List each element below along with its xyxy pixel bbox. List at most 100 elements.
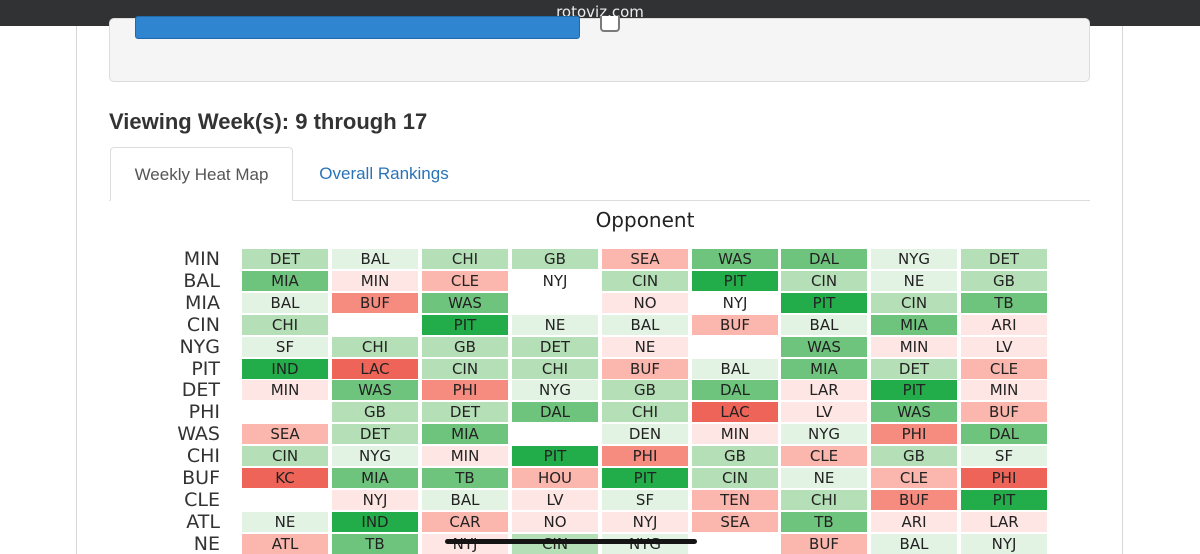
- heatmap-cell: NYG: [512, 380, 598, 400]
- heatmap-cell: BUF: [871, 490, 957, 510]
- heatmap-cell: NYJ: [422, 534, 508, 554]
- team-label: BUF: [182, 467, 220, 489]
- heatmap-cell: CHI: [602, 402, 688, 422]
- heatmap-cell: PHI: [422, 380, 508, 400]
- heatmap-cell: LAR: [781, 380, 867, 400]
- heatmap-cell: GB: [961, 271, 1047, 291]
- heatmap-cell: MIN: [692, 424, 778, 444]
- heatmap-cell: NYJ: [961, 534, 1047, 554]
- heatmap-cell: NE: [602, 337, 688, 357]
- heatmap-cell: CLE: [961, 359, 1047, 379]
- heatmap-cell: NYJ: [332, 490, 418, 510]
- team-label: PIT: [191, 358, 220, 380]
- view-tabs: Weekly Heat Map Overall Rankings: [109, 147, 1090, 201]
- heatmap-cell: NE: [512, 315, 598, 335]
- heatmap-cell: MIA: [871, 315, 957, 335]
- heatmap-cell: BAL: [602, 315, 688, 335]
- heatmap-cell: DET: [512, 337, 598, 357]
- team-label: DET: [181, 379, 220, 401]
- heatmap-cell: PIT: [781, 293, 867, 313]
- heatmap-cell: PHI: [602, 446, 688, 466]
- heatmap-cell: BAL: [422, 490, 508, 510]
- heatmap-cell: LV: [961, 337, 1047, 357]
- heatmap-cell: CIN: [422, 359, 508, 379]
- heatmap-cell: DAL: [781, 249, 867, 269]
- heatmap-cell: SEA: [692, 512, 778, 532]
- heatmap-cell: WAS: [692, 249, 778, 269]
- heatmap-cell: PHI: [871, 424, 957, 444]
- heatmap-cell: CHI: [781, 490, 867, 510]
- heatmap-cell: [692, 534, 778, 554]
- scroll-indicator: [445, 539, 697, 544]
- heatmap-cell: DET: [961, 249, 1047, 269]
- heatmap-cell: CHI: [332, 337, 418, 357]
- heatmap-cell: [512, 293, 598, 313]
- team-label: CHI: [186, 445, 220, 467]
- heatmap-cell: TEN: [692, 490, 778, 510]
- heatmap-cell: MIA: [422, 424, 508, 444]
- heatmap-cell: NYG: [871, 249, 957, 269]
- heatmap-cell: TB: [961, 293, 1047, 313]
- heatmap-cell: SF: [242, 337, 328, 357]
- heatmap-cell: NYG: [781, 424, 867, 444]
- tab-weekly-heat-map[interactable]: Weekly Heat Map: [110, 147, 293, 201]
- heatmap-cell: CIN: [871, 293, 957, 313]
- heatmap-cell: ARI: [961, 315, 1047, 335]
- heatmap-cell: KC: [242, 468, 328, 488]
- checkbox[interactable]: [600, 16, 620, 32]
- heatmap-cell: [512, 424, 598, 444]
- heatmap-cell: MIA: [332, 468, 418, 488]
- heatmap-cell: NYJ: [692, 293, 778, 313]
- heatmap-cell: TB: [781, 512, 867, 532]
- heatmap-cell: PIT: [961, 490, 1047, 510]
- heatmap-cell: PIT: [692, 271, 778, 291]
- team-label: MIA: [185, 292, 220, 314]
- heatmap-cell: NYG: [332, 446, 418, 466]
- submit-button[interactable]: [135, 16, 580, 39]
- heatmap-cell: NYG: [602, 534, 688, 554]
- heatmap-cell: GB: [512, 249, 598, 269]
- heatmap-cell: GB: [871, 446, 957, 466]
- heatmap-cell: BAL: [332, 249, 418, 269]
- team-label: NE: [193, 533, 220, 554]
- heatmap-cell: MIN: [422, 446, 508, 466]
- team-label: WAS: [177, 423, 220, 445]
- page-border-right: [1122, 26, 1123, 554]
- heatmap-cell: ATL: [242, 534, 328, 554]
- heatmap-cell: IND: [242, 359, 328, 379]
- heatmap-cell: CLE: [871, 468, 957, 488]
- heatmap-cell: LAC: [332, 359, 418, 379]
- heatmap-cell: BAL: [692, 359, 778, 379]
- tab-overall-rankings[interactable]: Overall Rankings: [319, 164, 449, 183]
- heatmap-cell: DAL: [512, 402, 598, 422]
- heatmap-cell: CHI: [242, 315, 328, 335]
- heatmap-cell: CLE: [781, 446, 867, 466]
- heatmap-cell: BUF: [781, 534, 867, 554]
- heatmap-cell: NE: [242, 512, 328, 532]
- viewing-weeks-heading: Viewing Week(s): 9 through 17: [109, 109, 428, 134]
- heatmap-cell: NYJ: [602, 512, 688, 532]
- heatmap-cell: MIN: [871, 337, 957, 357]
- team-label: NYG: [179, 336, 220, 358]
- heatmap-cell: PHI: [961, 468, 1047, 488]
- heatmap-cell: BAL: [871, 534, 957, 554]
- heatmap-cell: PIT: [602, 468, 688, 488]
- heatmap-cell: GB: [602, 380, 688, 400]
- heatmap-cell: LAR: [961, 512, 1047, 532]
- heatmap-cell: HOU: [512, 468, 598, 488]
- heatmap-cell: NO: [602, 293, 688, 313]
- heatmap-cell: MIA: [242, 271, 328, 291]
- heatmap-cell: BUF: [602, 359, 688, 379]
- heatmap-cell: GB: [422, 337, 508, 357]
- team-label: CIN: [186, 314, 220, 336]
- heatmap-cell: ARI: [871, 512, 957, 532]
- heatmap-cell: NO: [512, 512, 598, 532]
- heatmap-cell: [242, 402, 328, 422]
- heatmap-title: Opponent: [595, 208, 695, 232]
- team-label: ATL: [186, 511, 220, 533]
- heatmap-cell: DET: [242, 249, 328, 269]
- heatmap-cell: DET: [332, 424, 418, 444]
- heatmap-cell: GB: [692, 446, 778, 466]
- heatmap-cell: MIN: [961, 380, 1047, 400]
- heatmap-cell: WAS: [781, 337, 867, 357]
